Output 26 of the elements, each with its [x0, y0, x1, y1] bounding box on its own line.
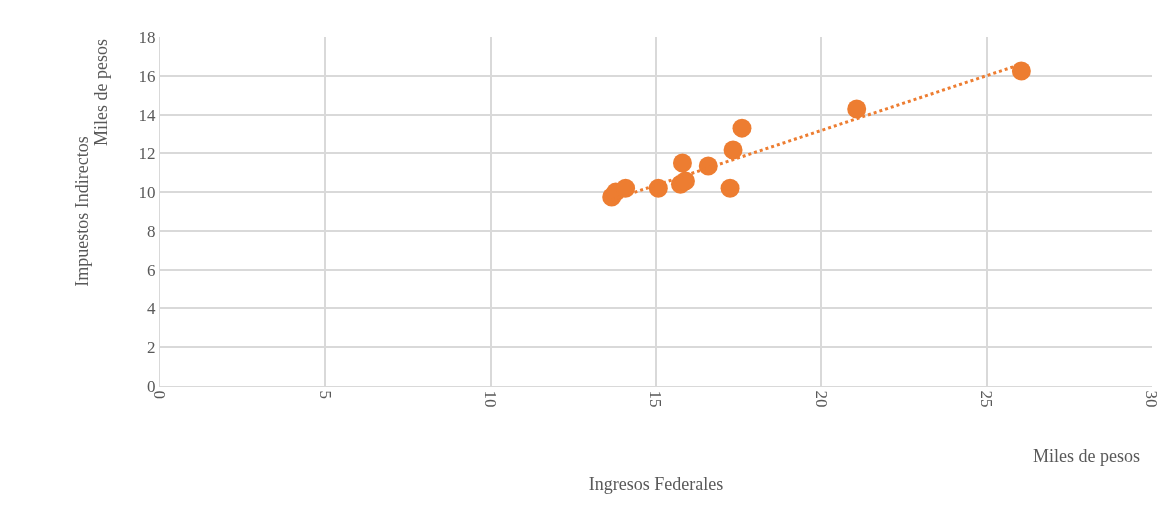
text: Miles de pesos — [90, 38, 111, 146]
y-tick-label: 14 — [138, 105, 157, 125]
point — [720, 178, 740, 198]
point — [847, 99, 867, 119]
y-tick-label: 2 — [147, 338, 156, 358]
y-tick-label: 18 — [138, 27, 156, 47]
x-tick-label: 20 — [811, 390, 831, 408]
x-tick-label: 30 — [1142, 390, 1162, 408]
point — [723, 140, 743, 160]
y-axis-title: Impuestos Indirectos — [71, 136, 92, 287]
x-axis-title: Ingresos Federales — [588, 473, 724, 494]
x-tick-label: 25 — [977, 390, 997, 408]
point — [616, 178, 636, 198]
x-tick-label: 10 — [481, 390, 501, 408]
y-tick-label: 10 — [138, 183, 156, 203]
text: Miles de pesos — [1033, 446, 1140, 466]
x-tick-label: 5 — [315, 390, 335, 399]
x-tick-label: 15 — [646, 390, 666, 408]
point — [672, 153, 692, 173]
y-tick-label: 8 — [147, 221, 156, 241]
y-tick-label: 4 — [147, 299, 157, 319]
point — [732, 118, 752, 138]
y-tick-label: 12 — [138, 144, 156, 164]
y-tick-label: 6 — [147, 260, 156, 280]
y-tick-label: 16 — [138, 66, 156, 86]
point — [1011, 61, 1031, 81]
